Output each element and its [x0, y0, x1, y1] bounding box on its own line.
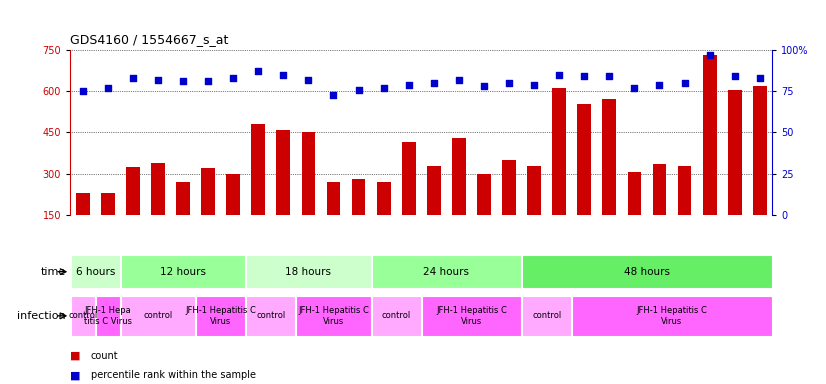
Point: [102, 85, 115, 91]
Bar: [251, 124, 265, 257]
FancyBboxPatch shape: [121, 255, 245, 288]
Point: [202, 78, 215, 84]
Bar: [301, 132, 316, 257]
Text: control: control: [144, 311, 173, 320]
Text: JFH-1 Hepa
titis C Virus: JFH-1 Hepa titis C Virus: [83, 306, 132, 326]
Bar: [226, 174, 240, 257]
Point: [603, 73, 616, 79]
Text: GDS4160 / 1554667_s_at: GDS4160 / 1554667_s_at: [70, 33, 229, 46]
Point: [678, 80, 691, 86]
Point: [703, 52, 716, 58]
Text: JFH-1 Hepatitis C
Virus: JFH-1 Hepatitis C Virus: [637, 306, 707, 326]
Bar: [377, 182, 391, 257]
Text: 6 hours: 6 hours: [76, 266, 115, 277]
Point: [753, 75, 767, 81]
Point: [453, 76, 466, 83]
Point: [402, 81, 415, 88]
Text: ■: ■: [70, 351, 81, 361]
FancyBboxPatch shape: [572, 296, 771, 336]
Bar: [477, 174, 491, 257]
Point: [553, 72, 566, 78]
Point: [327, 91, 340, 98]
Bar: [527, 166, 541, 257]
FancyBboxPatch shape: [372, 255, 521, 288]
Text: control: control: [382, 311, 411, 320]
Text: ■: ■: [70, 370, 81, 380]
Text: 12 hours: 12 hours: [160, 266, 206, 277]
Text: 18 hours: 18 hours: [286, 266, 331, 277]
Point: [477, 83, 491, 89]
Text: JFH-1 Hepatitis C
Virus: JFH-1 Hepatitis C Virus: [185, 306, 256, 326]
FancyBboxPatch shape: [121, 296, 195, 336]
FancyBboxPatch shape: [522, 255, 771, 288]
Bar: [752, 86, 767, 257]
Point: [226, 75, 240, 81]
Bar: [653, 164, 667, 257]
FancyBboxPatch shape: [422, 296, 521, 336]
Bar: [126, 167, 140, 257]
FancyBboxPatch shape: [246, 255, 371, 288]
Point: [577, 73, 591, 79]
Text: count: count: [91, 351, 118, 361]
Point: [177, 78, 190, 84]
Bar: [352, 179, 365, 257]
Bar: [176, 182, 190, 257]
Bar: [502, 160, 516, 257]
Point: [728, 73, 741, 79]
Bar: [427, 166, 441, 257]
Bar: [76, 193, 90, 257]
Text: control: control: [256, 311, 286, 320]
Point: [528, 81, 541, 88]
FancyBboxPatch shape: [71, 296, 95, 336]
Text: 48 hours: 48 hours: [624, 266, 670, 277]
Point: [502, 80, 515, 86]
Text: time: time: [40, 266, 66, 277]
Point: [352, 86, 365, 93]
Text: control: control: [68, 311, 97, 320]
Point: [377, 85, 390, 91]
Text: 24 hours: 24 hours: [424, 266, 469, 277]
Point: [628, 85, 641, 91]
Text: control: control: [532, 311, 561, 320]
FancyBboxPatch shape: [297, 296, 371, 336]
FancyBboxPatch shape: [372, 296, 420, 336]
FancyBboxPatch shape: [71, 255, 120, 288]
Point: [76, 88, 89, 94]
Bar: [677, 166, 691, 257]
FancyBboxPatch shape: [522, 296, 572, 336]
Text: infection: infection: [17, 311, 66, 321]
FancyBboxPatch shape: [196, 296, 245, 336]
Bar: [452, 138, 466, 257]
Bar: [401, 142, 415, 257]
Bar: [101, 193, 115, 257]
Point: [427, 80, 440, 86]
Bar: [703, 55, 716, 257]
Bar: [728, 90, 742, 257]
Bar: [151, 163, 165, 257]
Bar: [277, 130, 290, 257]
Bar: [326, 182, 340, 257]
Bar: [577, 104, 591, 257]
FancyBboxPatch shape: [246, 296, 296, 336]
Point: [126, 75, 140, 81]
Bar: [628, 172, 641, 257]
Bar: [602, 99, 616, 257]
Point: [653, 81, 666, 88]
Text: JFH-1 Hepatitis C
Virus: JFH-1 Hepatitis C Virus: [436, 306, 507, 326]
Point: [252, 68, 265, 74]
Bar: [553, 88, 566, 257]
Point: [151, 76, 164, 83]
Point: [277, 72, 290, 78]
Bar: [202, 168, 215, 257]
Text: JFH-1 Hepatitis C
Virus: JFH-1 Hepatitis C Virus: [298, 306, 369, 326]
FancyBboxPatch shape: [96, 296, 120, 336]
Point: [301, 76, 315, 83]
Text: percentile rank within the sample: percentile rank within the sample: [91, 370, 256, 380]
